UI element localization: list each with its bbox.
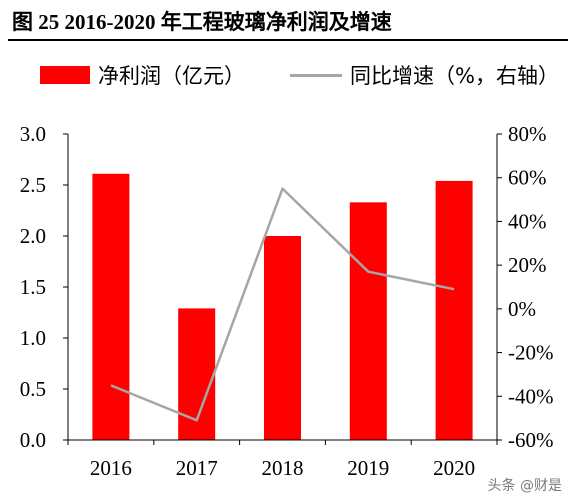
left-tick-label: 3.0 [20, 122, 46, 146]
right-tick-label: 0% [508, 297, 536, 321]
x-tick-label: 2017 [176, 456, 218, 480]
right-tick-label: 40% [508, 209, 547, 233]
chart-title: 图 25 2016-2020 年工程玻璃净利润及增速 [12, 10, 392, 34]
x-tick-label: 2019 [347, 456, 389, 480]
legend-item-growth: 同比增速（%，右轴） [290, 58, 559, 92]
right-tick-label: 80% [508, 122, 547, 146]
figure-header: 图 25 2016-2020 年工程玻璃净利润及增速 [4, 2, 568, 42]
legend-label-net-profit: 净利润（亿元） [98, 64, 245, 88]
bar-2018 [264, 236, 301, 440]
left-tick-label: 0.0 [20, 428, 46, 452]
bar-2019 [349, 202, 387, 440]
left-tick-label: 0.5 [20, 377, 46, 401]
x-tick-label: 2016 [90, 456, 132, 480]
right-tick-label: 20% [508, 253, 547, 277]
left-tick-label: 2.5 [20, 173, 46, 197]
legend-swatch-line [290, 73, 342, 77]
left-tick-label: 1.5 [20, 275, 46, 299]
x-tick-label: 2020 [433, 456, 475, 480]
right-tick-label: -40% [508, 384, 554, 408]
bar-2016 [92, 173, 130, 440]
x-tick-label: 2018 [262, 456, 304, 480]
bar-2020 [435, 180, 473, 441]
legend-label-growth: 同比增速（%，右轴） [350, 64, 559, 88]
watermark-text: 头条 @财是 [487, 478, 562, 494]
title-underline [8, 39, 568, 41]
right-tick-label: -20% [508, 341, 554, 365]
legend-item-net-profit: 净利润（亿元） [40, 58, 245, 92]
right-tick-label: -60% [508, 428, 554, 452]
growth-line [110, 187, 455, 422]
left-tick-label: 2.0 [20, 224, 46, 248]
left-tick-label: 1.0 [20, 326, 46, 350]
right-tick-label: 60% [508, 166, 547, 190]
legend-swatch-bar [40, 66, 90, 84]
